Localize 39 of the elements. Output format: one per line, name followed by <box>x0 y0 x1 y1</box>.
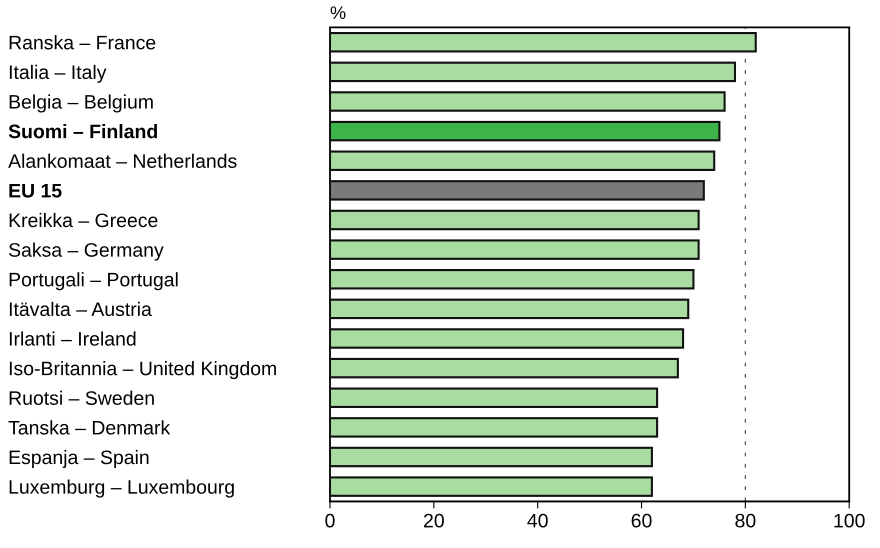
bar <box>330 298 690 320</box>
bar <box>330 180 705 201</box>
y-tick-label: EU 15 <box>9 184 62 198</box>
bar <box>330 388 658 408</box>
y-tick-label: Espanja – Spain <box>10 450 148 468</box>
y-tick-label: Belgia – Belgium <box>10 94 153 113</box>
y-tick-label: Ranska – France <box>10 35 156 50</box>
bar <box>330 150 716 171</box>
bar <box>330 446 653 468</box>
bar <box>330 476 653 497</box>
bar <box>330 239 700 260</box>
y-tick-label: Itävalta – Austria <box>10 302 152 316</box>
y-tick-label: Alankomaat – Netherlands <box>8 154 237 168</box>
y-tick-label: Suomi – Finland <box>8 124 157 138</box>
y-tick-label: Saksa – Germany <box>8 242 164 261</box>
bar <box>330 120 720 142</box>
bar <box>330 268 694 290</box>
bar <box>330 417 658 438</box>
x-tick-label: 80 <box>735 514 756 528</box>
x-tick-label: 20 <box>424 514 444 528</box>
y-tick-label: Italia – Italy <box>10 64 106 83</box>
bar <box>330 32 757 52</box>
x-tick-label: 60 <box>632 514 652 528</box>
bar <box>330 91 726 112</box>
y-tick-label: Tanska – Denmark <box>8 420 170 435</box>
x-tick-label: 0 <box>325 514 335 528</box>
bar <box>330 210 700 230</box>
y-tick-label: Luxemburg – Luxembourg <box>10 480 234 498</box>
bar <box>330 328 684 349</box>
x-tick-label: 100 <box>834 514 865 528</box>
y-tick-label: Ruotsi – Sweden <box>10 390 154 405</box>
x-tick-label: 40 <box>527 514 548 528</box>
y-tick-label: Portugali – Portugal <box>10 272 178 290</box>
y-tick-label: Irlanti – Ireland <box>10 331 136 346</box>
bar <box>330 62 736 82</box>
y-tick-label: Kreikka – Greece <box>10 212 158 228</box>
bar <box>330 358 679 378</box>
chart-title: % <box>330 6 346 20</box>
y-tick-label: Iso-Britannia – United Kingdom <box>10 361 276 380</box>
